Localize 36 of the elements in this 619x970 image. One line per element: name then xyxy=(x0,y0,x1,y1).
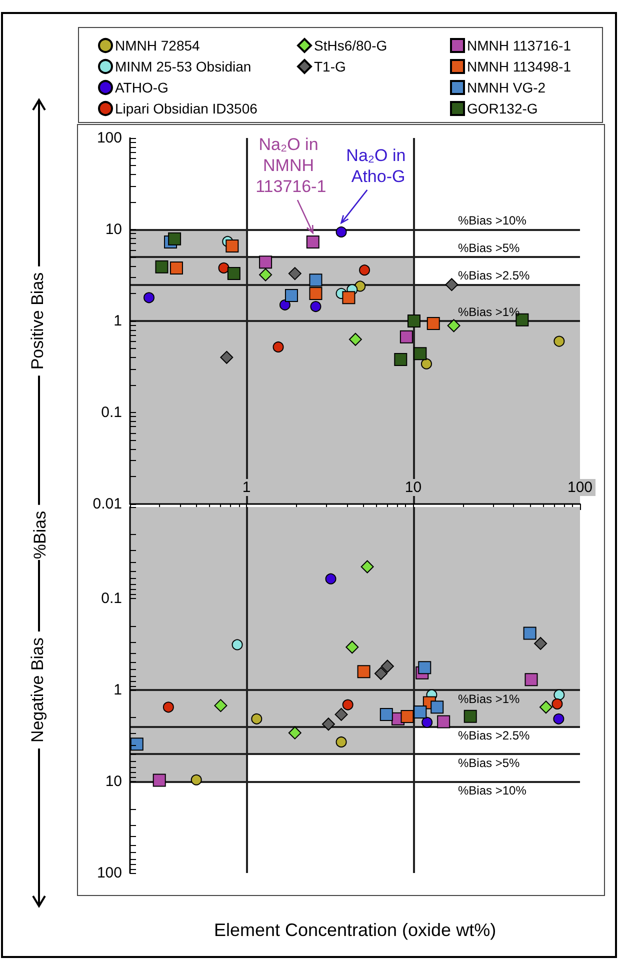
ref-line-label: %Bias >2.5% xyxy=(458,728,530,742)
legend-label: StHs6/80-G xyxy=(314,38,388,54)
ref-line-label: %Bias >2.5% xyxy=(458,268,530,283)
legend-label: Lipari Obsidian ID3506 xyxy=(115,100,258,116)
legend-label: NMNH 113716-1 xyxy=(467,38,572,54)
legend-label: T1-G xyxy=(314,58,346,74)
ref-line-label: %Bias >1% xyxy=(458,692,520,706)
y-tick-label: 10 xyxy=(105,773,122,790)
annotation: Na₂O in NMNH 113716-1 xyxy=(256,135,326,196)
legend-label: NMNH 113498-1 xyxy=(467,58,572,74)
ref-line-label: %Bias >10% xyxy=(458,214,527,228)
legend-label: GOR132-G xyxy=(467,100,538,116)
ref-line-label: %Bias >10% xyxy=(458,784,527,798)
y-tick-label: 100 xyxy=(96,130,122,146)
ref-line-label: %Bias >1% xyxy=(458,305,520,319)
text: %Bias xyxy=(30,510,50,560)
y-tick-label: 0.1 xyxy=(101,404,122,421)
legend-label: NMNH 72854 xyxy=(115,38,200,54)
y-tick-label: 0.1 xyxy=(101,590,122,607)
x-axis-title: Element Concentration (oxide wt%) xyxy=(214,920,496,940)
x-tick-label: 100 xyxy=(567,479,593,496)
y-tick-label: 0.01 xyxy=(92,496,122,512)
y-axis-title: Positive Bias xyxy=(28,272,47,370)
y-axis-title: Negative Bias xyxy=(28,638,47,742)
x-tick-label: 1 xyxy=(242,479,251,496)
ref-line-label: %Bias >5% xyxy=(458,756,520,770)
x-tick-label: 10 xyxy=(404,479,422,496)
y-tick-label: 10 xyxy=(105,221,122,238)
legend-label: NMNH VG-2 xyxy=(467,80,546,96)
annotation: Na₂O in Atho-G xyxy=(346,146,410,186)
ref-line-label: %Bias >5% xyxy=(458,241,520,256)
y-tick-label: 100 xyxy=(96,864,122,882)
y-tick-label: 1 xyxy=(114,682,122,698)
y-tick-label: 1 xyxy=(114,312,122,330)
legend-label: ATHO-G xyxy=(115,80,168,96)
legend-label: MINM 25-53 Obsidian xyxy=(115,58,252,74)
